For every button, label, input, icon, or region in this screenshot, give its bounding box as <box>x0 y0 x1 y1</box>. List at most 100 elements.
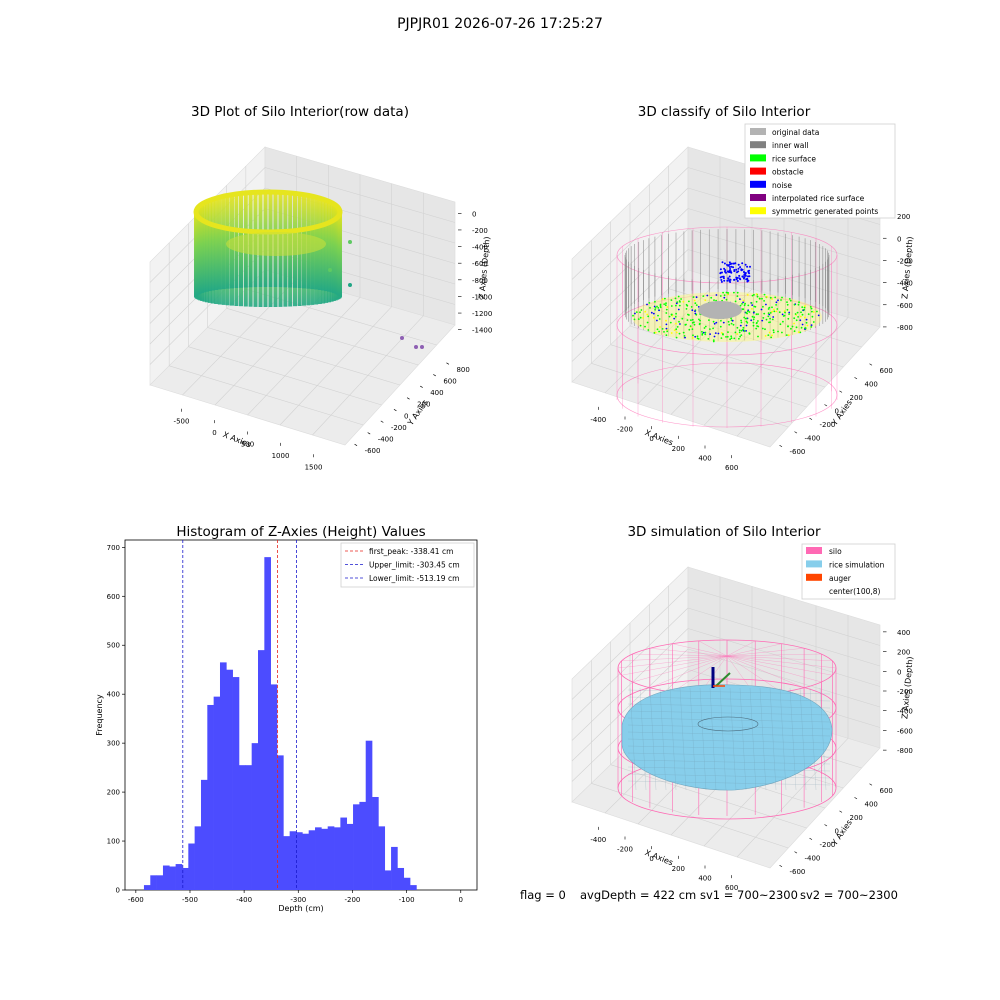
classified-point <box>661 298 664 300</box>
classify-y-tick: 600 <box>880 367 893 375</box>
classified-point <box>801 323 804 326</box>
mesh-line <box>679 687 687 791</box>
raw-z-tick: -200 <box>472 227 488 235</box>
silo-roof-strut <box>726 643 782 657</box>
classified-point <box>742 301 744 304</box>
classified-point <box>656 319 658 322</box>
plot-frame <box>124 539 478 891</box>
classified-point <box>707 338 710 340</box>
classified-point <box>769 312 772 314</box>
classified-point <box>729 338 731 341</box>
sim-z-tick: 400 <box>897 629 910 637</box>
simulation-3d-legend: silo rice simulation auger center(100,8) <box>801 543 896 600</box>
noise-point <box>728 266 731 268</box>
classified-point <box>673 317 676 320</box>
classified-point <box>632 314 634 317</box>
classified-point <box>767 315 770 318</box>
classified-point <box>809 306 812 308</box>
histogram-bar <box>378 826 386 890</box>
legend-swatch <box>750 194 766 201</box>
histogram-bar <box>258 650 265 890</box>
classified-point <box>679 301 681 303</box>
classified-point <box>701 330 703 333</box>
classified-point <box>763 312 766 315</box>
classified-point <box>682 300 685 303</box>
legend-swatch <box>750 180 766 188</box>
classified-point <box>757 313 759 315</box>
classified-point <box>676 326 679 328</box>
classified-point <box>756 295 759 298</box>
classified-point <box>726 335 729 338</box>
center-marker <box>715 672 731 687</box>
histogram-bar <box>283 836 290 890</box>
wall-point-column <box>217 197 222 290</box>
mesh-line <box>739 687 747 791</box>
classify-y-tick: 400 <box>865 380 878 388</box>
gridline <box>571 587 689 700</box>
noise-point <box>729 271 731 274</box>
classified-point <box>634 312 636 315</box>
legend-label: noise <box>772 181 792 190</box>
classified-point <box>734 331 737 334</box>
raw-z-tick: -800 <box>472 277 488 285</box>
sim-x-tick: 0 <box>649 855 653 863</box>
classified-point <box>799 315 802 318</box>
mesh-line <box>627 759 831 765</box>
legend-swatch <box>750 141 766 149</box>
classified-point <box>692 296 695 298</box>
classified-point <box>665 323 668 326</box>
classified-point <box>788 298 791 300</box>
noise-point <box>736 276 739 279</box>
wall-point-column <box>200 203 205 293</box>
noise-point <box>737 267 740 270</box>
classified-point <box>777 299 779 302</box>
classify-z-tick: -200 <box>897 257 913 265</box>
classified-point <box>670 313 673 316</box>
classified-point <box>730 322 733 325</box>
classified-point <box>745 324 748 327</box>
classified-point <box>688 300 690 303</box>
classified-point <box>658 330 660 333</box>
classified-point <box>720 319 722 322</box>
classified-point <box>691 309 694 312</box>
noise-point <box>749 265 751 268</box>
classified-point <box>746 321 749 324</box>
noise-point <box>748 269 751 272</box>
classified-point <box>768 321 770 324</box>
mesh-line <box>699 687 707 791</box>
classified-point <box>736 333 739 335</box>
classified-point <box>752 311 755 314</box>
classified-point <box>778 311 781 314</box>
classified-point <box>699 319 701 322</box>
noise-point <box>744 263 747 266</box>
sim-z-tick: -600 <box>897 727 913 735</box>
histogram-bar <box>397 867 405 890</box>
legend-frame <box>744 123 896 219</box>
classified-point <box>669 321 672 324</box>
classified-point <box>755 300 758 303</box>
classified-point <box>709 333 711 335</box>
classified-point <box>675 302 678 305</box>
classify-z-tick: 200 <box>897 213 910 221</box>
classified-point <box>691 336 694 339</box>
raw-x-tick: 500 <box>241 441 254 449</box>
classify-y-tick: -600 <box>790 448 806 456</box>
y-tick-label: 400 <box>107 691 120 699</box>
classified-point <box>775 304 777 306</box>
noise-point <box>744 274 747 277</box>
classified-point <box>712 340 715 343</box>
classified-point <box>730 335 733 338</box>
legend-label: interpolated rice surface <box>772 194 865 203</box>
classify-y-tick: -200 <box>820 421 836 429</box>
classify-x-tick: 600 <box>725 464 738 472</box>
outlier-point <box>400 336 404 340</box>
classified-point <box>786 303 789 306</box>
classified-point <box>746 310 749 313</box>
classified-point <box>768 331 771 334</box>
classified-point <box>690 306 693 308</box>
wall-point-column <box>204 201 209 292</box>
original-data-cluster <box>698 301 742 319</box>
classified-point <box>639 324 642 327</box>
classified-point <box>791 325 794 328</box>
